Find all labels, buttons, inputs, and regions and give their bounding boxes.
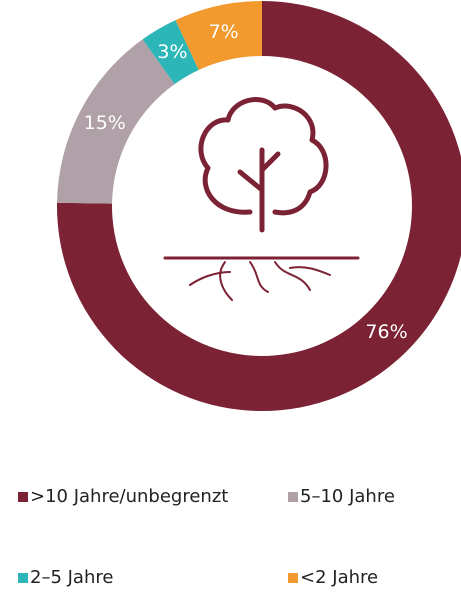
- legend-swatch: [18, 492, 28, 502]
- legend-label: 2–5 Jahre: [30, 567, 113, 588]
- data-label: 7%: [209, 21, 239, 43]
- legend-label: >10 Jahre/unbegrenzt: [30, 486, 228, 507]
- donut-segment: [57, 39, 175, 204]
- donut-segment: [175, 1, 262, 70]
- donut-segment: [142, 20, 199, 85]
- legend-label: 5–10 Jahre: [300, 486, 395, 507]
- data-label: 76%: [365, 321, 407, 343]
- legend-swatch: [18, 573, 28, 583]
- tree-icon: [163, 97, 360, 301]
- legend-swatch: [288, 573, 298, 583]
- data-label: 3%: [157, 41, 187, 63]
- data-label: 15%: [84, 112, 126, 134]
- legend-label: <2 Jahre: [300, 567, 378, 588]
- legend-swatch: [288, 492, 298, 502]
